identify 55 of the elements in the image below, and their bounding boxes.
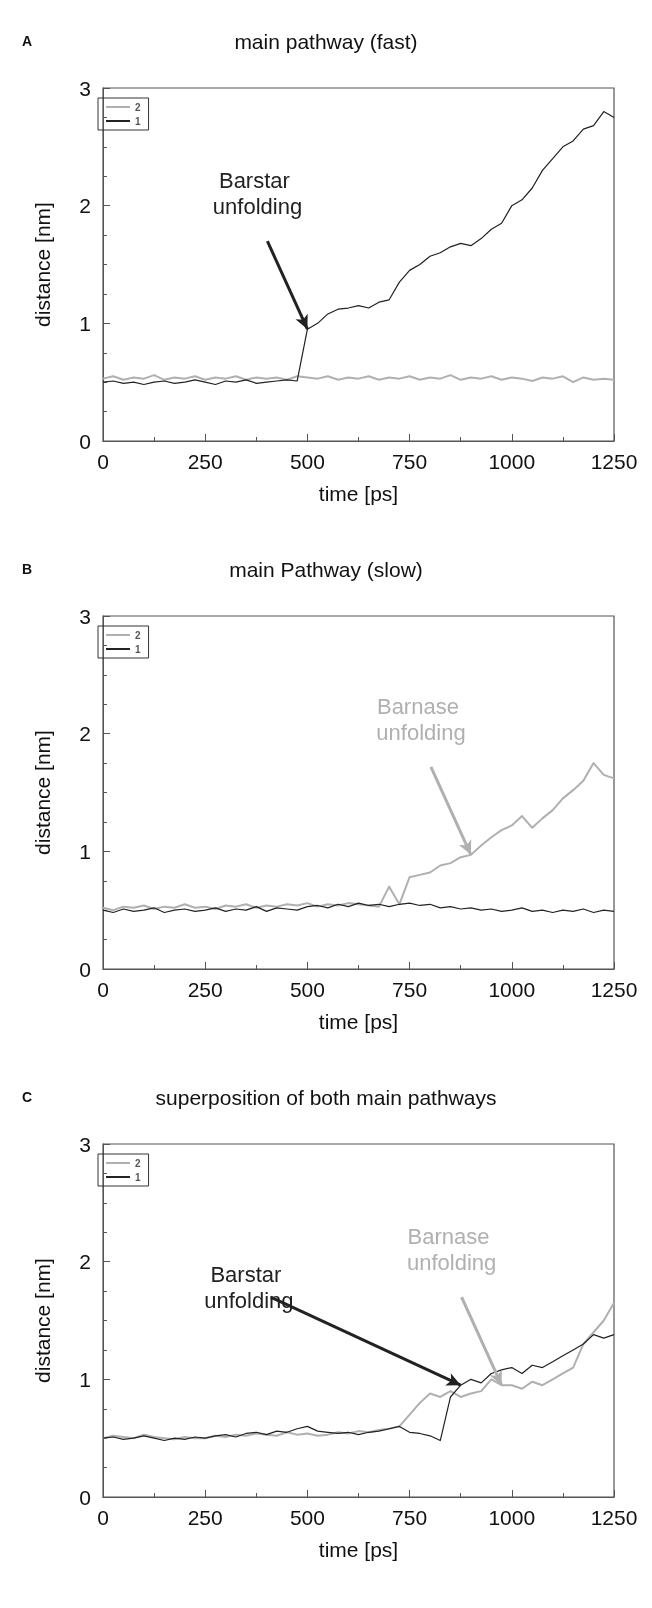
x-axis-title: time [ps]	[318, 1538, 399, 1561]
x-tick-label: 0	[97, 978, 109, 1001]
y-axis-title: distance [nm]	[31, 202, 54, 327]
legend-label: 1	[135, 1171, 141, 1183]
x-tick-label: 250	[187, 450, 223, 473]
y-tick-label: 1	[79, 839, 91, 863]
x-tick-label: 250	[187, 1506, 223, 1529]
x-tick-label: 500	[289, 450, 325, 473]
annotation: Barnase unfolding	[406, 1223, 497, 1275]
x-tick-label: 1250	[590, 450, 638, 473]
x-axis-title: time [ps]	[318, 482, 399, 505]
y-tick-label: 0	[79, 1485, 91, 1509]
x-tick-label: 500	[289, 978, 325, 1001]
x-tick-label: 1000	[488, 1506, 536, 1529]
y-tick-label: 3	[79, 604, 91, 628]
annotation: Barnase unfolding	[376, 693, 466, 745]
x-tick-label: 1000	[488, 450, 536, 473]
y-tick-label: 1	[79, 1367, 91, 1391]
x-tick-label: 1250	[590, 1506, 638, 1529]
y-tick-label: 2	[79, 194, 91, 218]
x-tick-label: 0	[97, 450, 109, 473]
y-tick-label: 0	[79, 429, 91, 453]
legend-label: 2	[135, 1157, 141, 1169]
x-tick-label: 750	[392, 450, 428, 473]
annotation: Barstar unfolding	[212, 167, 303, 219]
text: B	[22, 561, 33, 577]
line-series	[102, 902, 615, 914]
legend-label: 1	[135, 115, 141, 127]
x-tick-label: 500	[289, 1506, 325, 1529]
y-tick-label: 0	[79, 957, 91, 981]
x-tick-label: 250	[187, 978, 223, 1001]
y-tick-label: 3	[79, 1132, 91, 1156]
y-tick-label: 2	[79, 722, 91, 746]
line-series	[102, 374, 615, 384]
line-series	[102, 110, 615, 386]
x-tick-label: 0	[97, 1506, 109, 1529]
y-axis-title: distance [nm]	[31, 730, 54, 855]
chart-title: superposition of both main pathways	[155, 1086, 497, 1109]
y-tick-label: 2	[79, 1250, 91, 1274]
text: C	[22, 1089, 33, 1105]
legend-label: 2	[135, 101, 141, 113]
x-axis-title: time [ps]	[318, 1010, 399, 1033]
y-tick-label: 1	[79, 311, 91, 335]
x-tick-label: 750	[392, 1506, 428, 1529]
x-tick-label: 1000	[488, 978, 536, 1001]
legend-label: 2	[135, 629, 141, 641]
chart-title: main Pathway (slow)	[229, 558, 423, 581]
chart-title: main pathway (fast)	[234, 30, 418, 53]
x-tick-label: 1250	[590, 978, 638, 1001]
legend-label: 1	[135, 643, 141, 655]
y-axis-title: distance [nm]	[31, 1258, 54, 1383]
y-tick-label: 3	[79, 76, 91, 100]
line-series	[102, 762, 615, 912]
x-tick-label: 750	[392, 978, 428, 1001]
text: A	[22, 33, 33, 49]
